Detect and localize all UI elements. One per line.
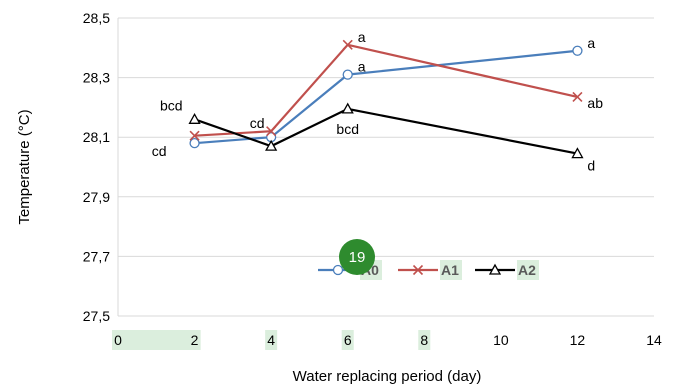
y-tick-label: 28,3 — [83, 70, 110, 86]
significance-label: d — [587, 158, 595, 174]
significance-label: a — [358, 59, 366, 75]
badge-label: 19 — [349, 249, 366, 266]
x-tick-label: 0 — [114, 332, 122, 348]
y-tick-label: 28,1 — [83, 129, 110, 145]
significance-label: bcd — [160, 97, 183, 113]
x-tick-label: 2 — [191, 332, 199, 348]
legend-highlight — [440, 260, 462, 280]
legend-highlight — [517, 260, 539, 280]
gridlines — [117, 17, 654, 317]
x-marker-stroke — [342, 39, 353, 50]
triangle-marker — [571, 147, 584, 159]
x-tick-highlights — [112, 330, 431, 350]
x-marker — [342, 39, 353, 50]
legend-label: A1 — [441, 262, 459, 278]
legend-label: A2 — [518, 262, 536, 278]
legend-entry-a1: A1 — [398, 260, 462, 280]
series-lines — [194, 43, 578, 155]
y-axis-title: Temperature (°C) — [16, 109, 33, 224]
series-markers — [188, 39, 584, 159]
badge-circle — [339, 239, 375, 275]
significance-label: cd — [250, 115, 265, 131]
x-marker-stroke — [266, 126, 277, 137]
x-marker-stroke — [572, 91, 583, 103]
circle-marker — [342, 69, 353, 80]
x-tick-highlight-band — [114, 330, 201, 350]
triangle-marker — [341, 102, 354, 114]
x-marker — [412, 264, 424, 276]
x-marker — [189, 130, 200, 141]
series-line-a2 — [194, 107, 578, 155]
x-tick-highlight — [265, 330, 278, 350]
x-tick-label: 8 — [420, 332, 428, 348]
circle-marker — [332, 264, 344, 276]
x-axis-title: Water replacing period (day) — [293, 368, 482, 385]
legend-entry-a2: A2 — [475, 260, 539, 280]
series-line-a0 — [194, 49, 578, 145]
significance-label: a — [358, 29, 366, 45]
y-tick-label: 28,5 — [83, 10, 110, 26]
x-tick-labels: 0 2 4 6 8 10 12 14 — [114, 332, 662, 348]
x-tick-highlight — [418, 330, 431, 350]
x-tick-label: 14 — [646, 332, 662, 348]
x-marker — [572, 91, 583, 103]
x-tick-label: 4 — [267, 332, 275, 348]
triangle-marker — [488, 263, 502, 275]
x-tick-highlight — [341, 330, 354, 350]
y-tick-labels: 27,5 27,7 27,9 28,1 28,3 28,5 — [83, 10, 110, 324]
legend: A0 A1 A2 — [318, 260, 539, 280]
circle-marker — [189, 138, 200, 149]
y-tick-label: 27,7 — [83, 248, 110, 264]
y-tick-label: 27,9 — [83, 189, 110, 205]
x-marker — [266, 126, 277, 137]
x-tick-label: 10 — [493, 332, 509, 348]
significance-label: ab — [587, 95, 603, 111]
significance-label: a — [587, 35, 595, 51]
x-marker-stroke — [412, 264, 424, 276]
significance-label: bcd — [336, 121, 359, 137]
x-tick-label: 12 — [570, 332, 586, 348]
y-tick-label: 27,5 — [83, 308, 110, 324]
circle-marker — [572, 45, 583, 56]
x-tick-label: 6 — [344, 332, 352, 348]
significance-label: cd — [152, 143, 167, 159]
x-marker-stroke — [189, 130, 200, 141]
triangle-marker — [265, 139, 278, 151]
triangle-marker — [188, 112, 201, 124]
page-badge: 19 — [339, 239, 375, 275]
